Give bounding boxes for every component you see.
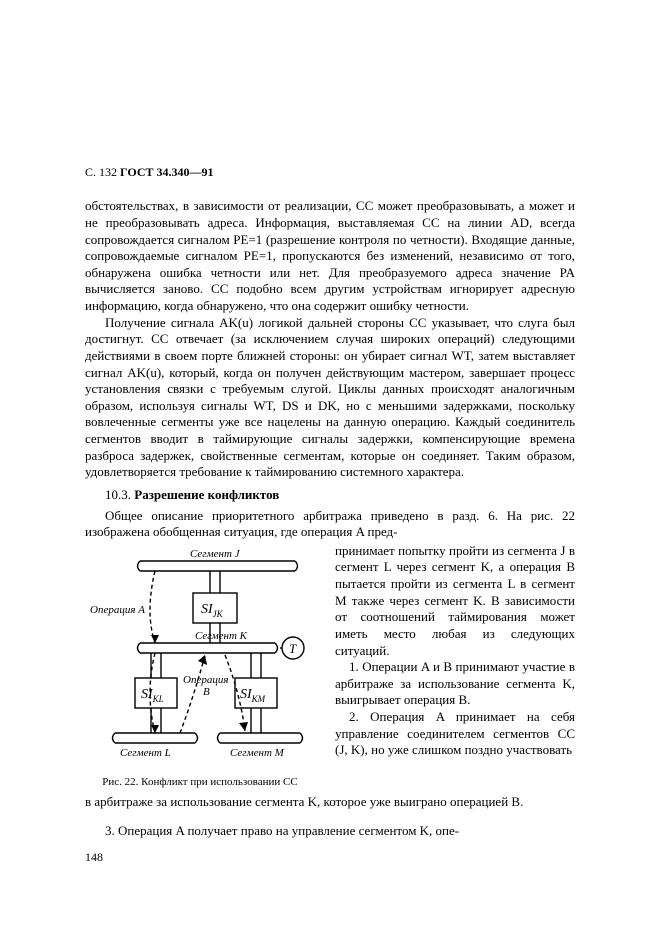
page-number: 148: [85, 850, 103, 865]
section-name: Разрешение конфликтов: [134, 487, 279, 502]
right-column-text: принимает попытку пройти из сегмента J в…: [335, 543, 575, 759]
label-segment-k: Сегмент K: [195, 630, 248, 642]
paragraph-3a: Общее описание приоритетного арбитража п…: [85, 508, 575, 541]
content-area: С. 132 ГОСТ 34.340—91 обстоятельствах, в…: [85, 165, 575, 840]
figure-caption: Рис. 22. Конфликт при использовании СС: [85, 776, 315, 789]
label-op-a: Операция А: [90, 604, 145, 616]
header-prefix: С. 132: [85, 165, 120, 179]
paragraph-1: обстоятельствах, в зависимости от реализ…: [85, 198, 575, 314]
paragraph-after-fig: в арбитраже за использование сегмента K,…: [85, 794, 575, 811]
figure-and-text-block: принимает попытку пройти из сегмента J в…: [85, 543, 575, 790]
figure-22: Сегмент J SIJK С: [85, 543, 315, 790]
label-segment-m: Сегмент M: [230, 747, 285, 759]
label-segment-j: Сегмент J: [190, 548, 241, 560]
figure-svg: Сегмент J SIJK С: [85, 543, 315, 768]
page-header: С. 132 ГОСТ 34.340—91: [85, 165, 575, 180]
label-t: T: [289, 641, 297, 656]
label-si-kl: SIKL: [141, 687, 164, 704]
header-gost: ГОСТ 34.340—91: [120, 165, 214, 179]
page: С. 132 ГОСТ 34.340—91 обстоятельствах, в…: [0, 0, 661, 935]
label-si-km: SIKM: [240, 687, 266, 704]
label-segment-l: Сегмент L: [120, 747, 171, 759]
section-number: 10.3.: [105, 487, 134, 502]
section-title: 10.3. Разрешение конфликтов: [85, 487, 575, 504]
label-op-b: Операция B: [183, 674, 231, 698]
paragraph-4: 3. Операция A получает право на управлен…: [85, 823, 575, 840]
label-si-jk: SIJK: [201, 602, 224, 619]
paragraph-2: Получение сигнала AK(u) логикой дальней …: [85, 315, 575, 481]
